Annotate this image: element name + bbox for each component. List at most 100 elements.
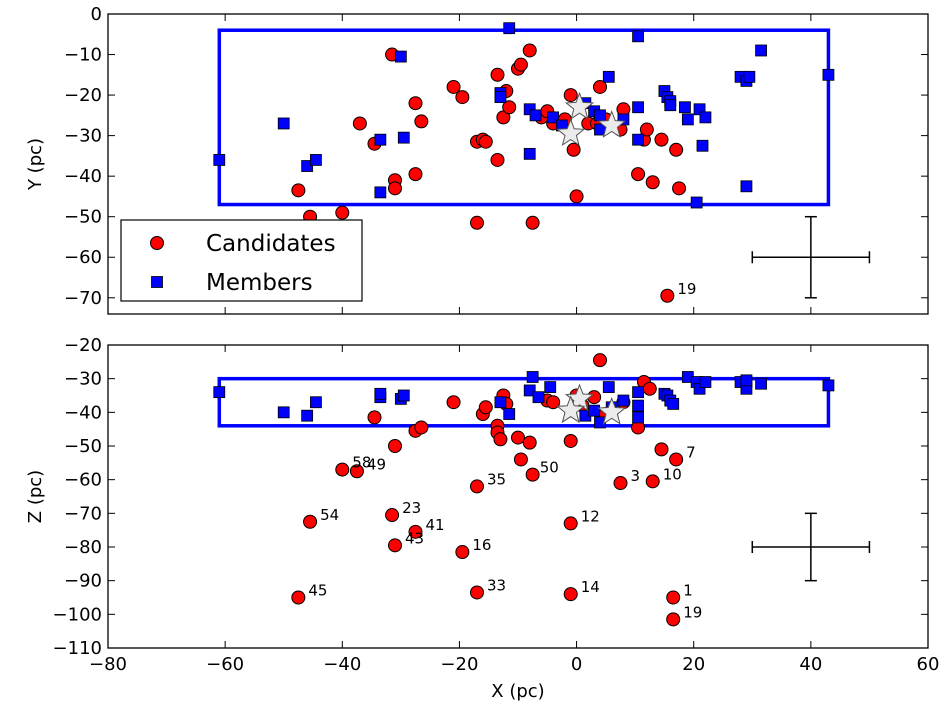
candidate-point [660, 288, 675, 303]
candidate-point [502, 100, 517, 115]
member-point [526, 371, 539, 383]
y-tick-label: −50 [64, 436, 102, 457]
legend: Candidates Members [120, 219, 363, 302]
point-label: 10 [663, 465, 682, 483]
point-label: 14 [581, 578, 600, 596]
y-tick-label: −100 [53, 604, 102, 625]
star-point [564, 91, 595, 120]
y-tick-label: −90 [64, 571, 102, 592]
member-point [664, 99, 677, 112]
member-point [301, 160, 314, 172]
member-point [544, 381, 557, 393]
y-tick-label: −110 [53, 638, 102, 659]
member-point [632, 386, 644, 399]
candidate-point [470, 215, 484, 230]
candidate-point [511, 430, 525, 445]
legend-candidates-marker [150, 236, 164, 250]
member-point [588, 404, 601, 417]
member-point [374, 387, 387, 400]
candidate-point [563, 587, 578, 602]
x-tick-label: −80 [89, 654, 127, 675]
member-point [690, 196, 703, 209]
legend-members-marker [151, 276, 163, 288]
member-point [743, 70, 756, 83]
point-label: 49 [367, 455, 386, 473]
member-point [822, 68, 835, 81]
point-label: 19 [683, 603, 702, 621]
member-point [681, 113, 694, 126]
point-label: 23 [402, 499, 421, 517]
candidate-point [654, 442, 669, 457]
member-point [277, 406, 290, 419]
candidate-point [388, 538, 402, 553]
member-point [213, 154, 226, 166]
candidate-point [666, 612, 681, 627]
member-point [602, 381, 615, 393]
member-point [547, 111, 560, 124]
candidate-point [455, 545, 470, 560]
x-tick-label: 60 [917, 654, 940, 675]
candidate-point [613, 476, 628, 491]
candidate-point [513, 452, 528, 467]
candidate-point [666, 590, 681, 605]
candidate-point [470, 585, 484, 600]
star-point [597, 110, 627, 138]
candidate-point [672, 181, 687, 196]
member-point [503, 22, 516, 35]
star-point [556, 118, 586, 147]
region-rectangle [217, 376, 831, 428]
axes-frame [107, 13, 929, 315]
member-point [617, 394, 630, 407]
candidate-point [525, 467, 540, 482]
candidate-point [569, 189, 584, 204]
member-point [594, 109, 606, 122]
point-label: 7 [686, 443, 696, 461]
candidate-point [352, 116, 367, 131]
candidate-point [408, 167, 423, 182]
member-point [213, 386, 226, 399]
member-point [301, 409, 314, 422]
y-tick-label: −50 [64, 207, 102, 228]
member-point [532, 391, 545, 404]
member-point [397, 131, 410, 144]
candidate-point [513, 57, 528, 72]
candidate-point [408, 96, 423, 111]
x-tick-label: −40 [323, 654, 361, 675]
member-point [822, 379, 835, 392]
member-point [632, 101, 644, 114]
legend-label: Candidates [206, 231, 336, 257]
candidate-point [408, 524, 423, 539]
point-label: 50 [540, 459, 559, 477]
point-label: 54 [320, 506, 339, 524]
y-axis-label: Y (pc) [25, 138, 46, 191]
y-tick-label: −20 [64, 335, 102, 356]
member-point [494, 91, 507, 104]
y-tick-label: −30 [64, 369, 102, 390]
candidate-point [335, 205, 350, 220]
candidate-point [455, 90, 470, 105]
star-point [597, 396, 627, 425]
member-point [503, 408, 516, 420]
x-tick-label: 40 [799, 654, 822, 675]
candidate-point [593, 353, 607, 368]
member-point [740, 180, 753, 193]
candidate-point [546, 395, 561, 410]
y-tick-label: −70 [64, 288, 102, 309]
candidate-point [349, 464, 364, 479]
point-label: 12 [581, 507, 600, 525]
x-tick-label: 0 [571, 654, 582, 675]
candidate-point [563, 88, 578, 103]
point-label: 16 [472, 536, 491, 554]
y-tick-label: −40 [64, 166, 102, 187]
point-label: 41 [426, 516, 445, 534]
member-point [699, 376, 712, 388]
y-axis-label: Z (pc) [25, 470, 46, 523]
candidate-point [291, 183, 306, 198]
member-point [310, 154, 322, 166]
candidate-point [639, 122, 654, 137]
candidate-point [522, 435, 537, 450]
candidate-point [388, 181, 402, 196]
candidate-point [414, 114, 429, 129]
